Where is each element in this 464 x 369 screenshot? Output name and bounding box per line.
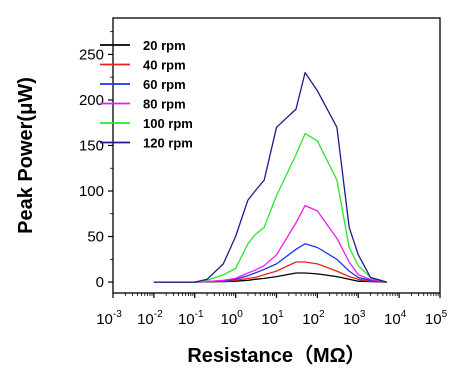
series-layer — [153, 71, 387, 283]
x-tick-label: 100 — [221, 309, 244, 328]
y-tick-label: 250 — [79, 46, 104, 63]
x-tick-label: 10-1 — [178, 309, 204, 328]
legend: 20 rpm 40 rpm 60 rpm 80 rpm 100 rpm 120 rpm — [100, 38, 193, 151]
y-tick-label: 50 — [87, 229, 104, 246]
axes-layer: 10-3 10-2 10-1 100 101 102 103 104 1050501001502… — [79, 17, 448, 328]
x-tick-label: 10-2 — [137, 309, 163, 328]
x-axis-title: Resistance（MΩ） — [187, 344, 365, 367]
legend-label: 20 rpm — [143, 38, 186, 53]
legend-label: 80 rpm — [143, 97, 186, 112]
series-line-100-rpm — [153, 132, 387, 283]
x-tick-label: 104 — [384, 309, 407, 328]
y-tick-label: 0 — [96, 274, 104, 291]
x-tick-label: 103 — [343, 309, 366, 328]
legend-label: 40 rpm — [143, 58, 186, 73]
x-tick-label: 105 — [425, 309, 448, 328]
series-line-120-rpm — [153, 71, 387, 283]
series-line-80-rpm — [153, 204, 387, 283]
series-line-60-rpm — [153, 243, 387, 283]
legend-label: 60 rpm — [143, 77, 186, 92]
y-tick-label: 200 — [79, 92, 104, 109]
legend-label: 120 rpm — [143, 136, 193, 151]
x-tick-label: 10-3 — [96, 309, 122, 328]
y-tick-label: 150 — [79, 137, 104, 154]
legend-label: 100 rpm — [143, 116, 193, 131]
x-tick-label: 101 — [261, 309, 284, 328]
x-tick-label: 102 — [302, 309, 325, 328]
y-axis-title: Peak Power(μW) — [15, 77, 37, 234]
y-tick-label: 100 — [79, 183, 104, 200]
